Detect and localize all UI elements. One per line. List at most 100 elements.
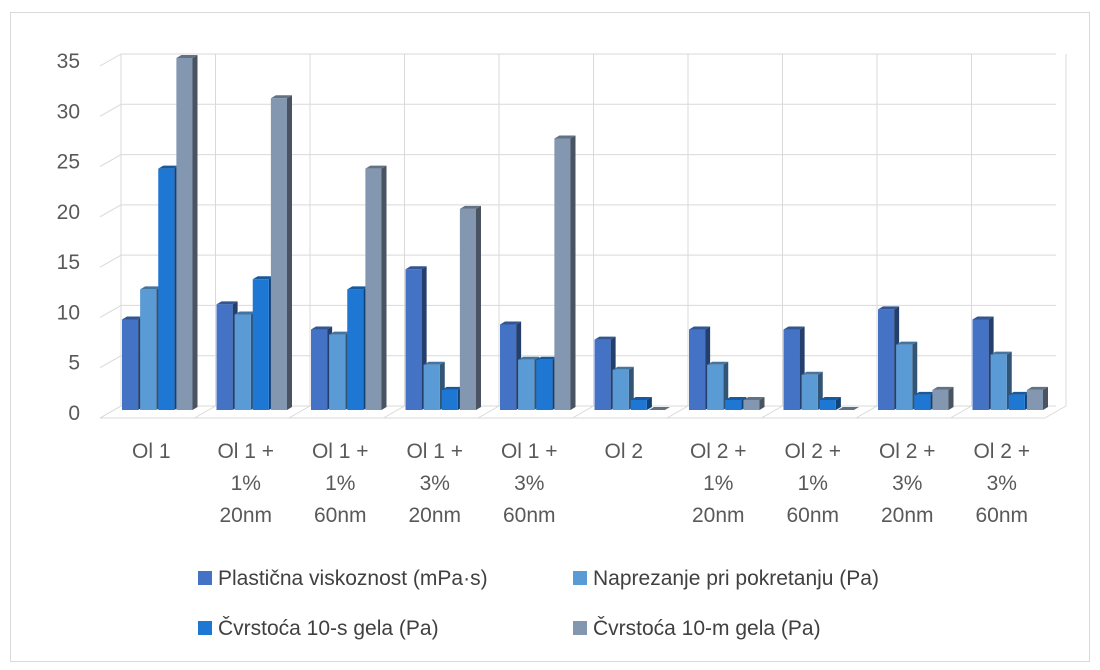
bar [122,316,144,410]
bar [405,266,427,410]
gridline-side [99,254,122,268]
bar-front [234,314,251,410]
legend-swatch [198,621,212,635]
bar [1008,391,1030,410]
bar-front [518,359,535,410]
bar-top [612,366,634,370]
bar [311,326,333,410]
bar-top [932,386,954,390]
bar-top [707,361,729,365]
gridline-side [99,154,122,168]
y-tick-label: 0 [68,402,80,425]
bar-front [140,289,157,410]
bar-top [405,266,427,270]
bar-top [1026,386,1048,390]
x-tick-label: Ol 1 +1% 20nm [217,440,274,527]
floor-divider [99,405,122,419]
bar [990,351,1012,410]
bar-top [234,311,256,315]
legend-label: Čvrstoća 10-s gela (Pa) [218,617,439,640]
bar [252,276,274,410]
bar [216,301,238,410]
y-tick-label: 25 [57,151,80,174]
bar-front [270,98,287,410]
bar-side [570,135,576,410]
bar-front [347,289,364,410]
bar-side [192,55,198,410]
bar-top [311,326,333,330]
legend-label: Čvrstoća 10-m gela (Pa) [593,617,821,640]
bar-front [878,309,895,410]
bar-top [878,306,900,310]
bar [783,326,805,410]
bar-front [819,399,836,410]
y-tick-label: 30 [57,100,80,123]
bar-top [347,286,369,290]
bar-top [554,135,576,139]
bar-front [990,354,1007,410]
bar-top [914,391,936,395]
bar [423,361,445,410]
floor-divider [761,405,783,419]
bar-front [554,138,571,410]
bar-top [594,336,616,340]
bar [536,356,558,410]
bar [743,396,765,410]
bar-top [837,407,859,410]
floor-divider [855,405,878,419]
y-tick-label: 15 [57,251,80,274]
bar-top [725,396,747,400]
bar [329,331,351,410]
bar [518,356,540,410]
bar-top [990,351,1012,355]
bar [500,321,522,410]
bar [347,286,369,410]
bar [1026,386,1048,410]
bar [932,386,954,410]
bar-front [725,399,742,410]
legend-label: Naprezanje pri pokretanju (Pa) [593,567,879,590]
bar-front [329,334,346,410]
bar-top [122,316,144,320]
bar-front [1008,394,1025,410]
bar-top [743,396,765,400]
bar [725,396,747,410]
bar-top [270,95,292,99]
floor-divider [950,405,972,419]
bar-side [723,361,729,410]
bar [612,366,634,410]
x-tick-label: Ol 2 [604,440,643,463]
bar-front [252,279,269,410]
legend-swatch [573,571,587,585]
bar-front [594,339,611,410]
bar-front [1026,389,1043,410]
bar-front [441,389,458,410]
bar-front [536,359,553,410]
bar-side [1043,386,1048,410]
y-tick-label: 5 [68,352,80,375]
bar-top [329,331,351,335]
bar [914,391,936,410]
bar-front [459,208,476,410]
bar [648,407,670,410]
bar [630,396,652,410]
bar [819,396,841,410]
y-tick-label: 35 [57,50,80,73]
floor-divider [1044,405,1067,419]
x-tick-label: Ol 2 +1% 60nm [784,440,841,527]
x-tick-label: Ol 1 [132,440,171,463]
bar [878,306,900,410]
floor-divider [194,405,216,419]
bar-top [689,326,711,330]
bar-top [216,301,238,305]
bar [594,336,616,410]
legend-item: Čvrstoća 10-s gela (Pa) [198,617,439,640]
bar-top [1008,391,1030,395]
legend-item: Naprezanje pri pokretanju (Pa) [573,567,879,590]
x-tick-label: Ol 1 +3% 20nm [406,440,463,527]
bar-top [252,276,274,280]
legend: Plastična viskoznost (mPa·s) Naprezanje p… [198,567,879,640]
bar-front [311,329,328,410]
bar-top [500,321,522,325]
bar-front [423,364,440,410]
